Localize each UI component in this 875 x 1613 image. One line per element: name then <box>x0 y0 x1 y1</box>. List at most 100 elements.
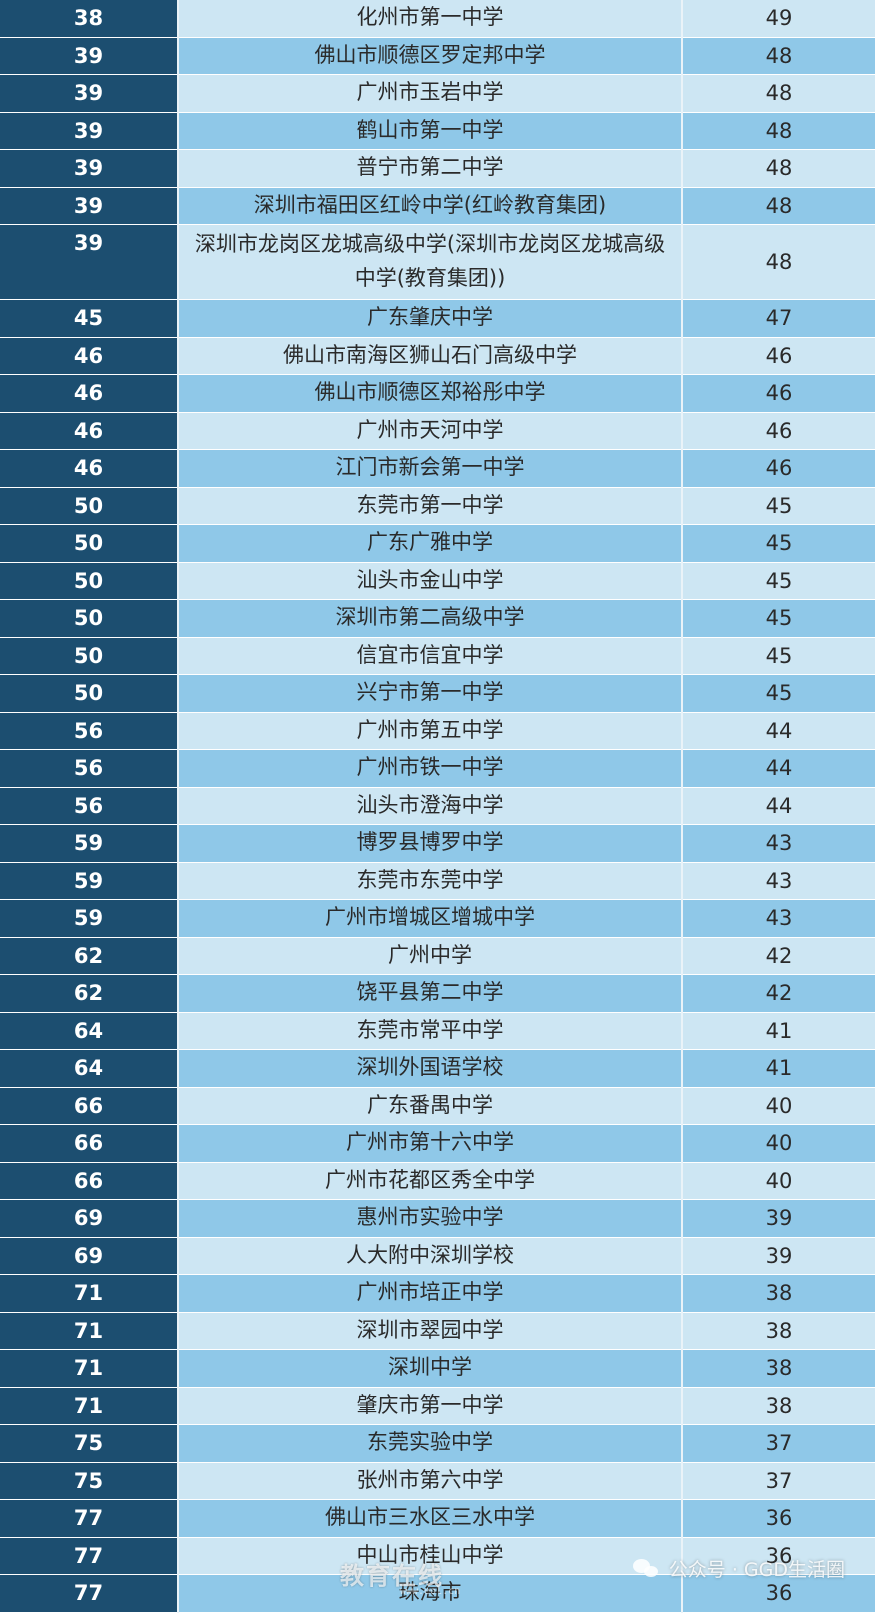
count-cell: 40 <box>683 1162 875 1200</box>
rank-cell: 59 <box>0 862 177 900</box>
count-cell: 49 <box>683 0 875 38</box>
rank-cell: 50 <box>0 600 177 638</box>
table-row: 59 博罗县博罗中学 43 <box>0 825 875 863</box>
rank-cell: 46 <box>0 337 177 375</box>
rank-cell: 77 <box>0 1575 177 1613</box>
table-row: 39 深圳市福田区红岭中学(红岭教育集团) 48 <box>0 187 875 225</box>
school-name-cell: 深圳市龙岗区龙城高级中学(深圳市龙岗区龙城高级中学(教育集团)) <box>179 225 681 300</box>
count-cell: 48 <box>683 37 875 75</box>
rank-cell: 69 <box>0 1237 177 1275</box>
school-name-cell: 深圳市第二高级中学 <box>179 600 681 638</box>
table-row: 39 佛山市顺德区罗定邦中学 48 <box>0 37 875 75</box>
school-name-cell: 广州市第五中学 <box>179 712 681 750</box>
school-name-cell: 惠州市实验中学 <box>179 1200 681 1238</box>
site-watermark-url: www.eol.cn <box>400 1586 461 1597</box>
table-row: 71 肇庆市第一中学 38 <box>0 1387 875 1425</box>
rank-cell: 69 <box>0 1200 177 1238</box>
table-row: 66 广州市花都区秀全中学 40 <box>0 1162 875 1200</box>
count-cell: 43 <box>683 862 875 900</box>
table-row: 46 广州市天河中学 46 <box>0 412 875 450</box>
count-cell: 38 <box>683 1387 875 1425</box>
count-cell: 48 <box>683 225 875 300</box>
count-cell: 43 <box>683 825 875 863</box>
school-name-cell: 广州市铁一中学 <box>179 750 681 788</box>
table-row: 62 饶平县第二中学 42 <box>0 975 875 1013</box>
rank-cell: 71 <box>0 1275 177 1313</box>
account-watermark: 公众号 · GGD生活圈 <box>632 1553 845 1583</box>
table-row: 59 广州市增城区增城中学 43 <box>0 900 875 938</box>
table-row: 56 广州市铁一中学 44 <box>0 750 875 788</box>
table-row: 38 化州市第一中学 49 <box>0 0 875 38</box>
table-row: 71 深圳中学 38 <box>0 1350 875 1388</box>
site-watermark-text: 教育在线 <box>340 1562 444 1590</box>
school-name-cell: 鹤山市第一中学 <box>179 112 681 150</box>
school-name-cell: 汕头市金山中学 <box>179 562 681 600</box>
school-name-cell: 广州市第十六中学 <box>179 1125 681 1163</box>
rank-cell: 39 <box>0 187 177 225</box>
rank-cell: 46 <box>0 412 177 450</box>
rank-cell: 71 <box>0 1312 177 1350</box>
rank-cell: 46 <box>0 375 177 413</box>
table-row: 77 佛山市三水区三水中学 36 <box>0 1500 875 1538</box>
school-name-cell: 东莞市东莞中学 <box>179 862 681 900</box>
count-cell: 43 <box>683 900 875 938</box>
table-row: 62 广州中学 42 <box>0 937 875 975</box>
table-row: 39 鹤山市第一中学 48 <box>0 112 875 150</box>
rank-cell: 39 <box>0 225 177 300</box>
count-cell: 46 <box>683 337 875 375</box>
count-cell: 48 <box>683 75 875 113</box>
table-row: 50 兴宁市第一中学 45 <box>0 675 875 713</box>
table-row: 64 东莞市常平中学 41 <box>0 1012 875 1050</box>
table-row: 66 广州市第十六中学 40 <box>0 1125 875 1163</box>
count-cell: 38 <box>683 1275 875 1313</box>
school-name-cell: 中山市桂山中学 <box>179 1537 681 1575</box>
rank-cell: 75 <box>0 1425 177 1463</box>
rank-cell: 66 <box>0 1087 177 1125</box>
school-name-cell: 东莞实验中学 <box>179 1425 681 1463</box>
school-name-cell: 化州市第一中学 <box>179 0 681 38</box>
school-name-cell: 广东肇庆中学 <box>179 300 681 338</box>
school-name-cell: 广东番禺中学 <box>179 1087 681 1125</box>
count-cell: 47 <box>683 300 875 338</box>
school-name-cell: 张州市第六中学 <box>179 1462 681 1500</box>
table-row: 39 广州市玉岩中学 48 <box>0 75 875 113</box>
rank-cell: 62 <box>0 937 177 975</box>
count-cell: 40 <box>683 1087 875 1125</box>
rank-cell: 64 <box>0 1050 177 1088</box>
count-cell: 38 <box>683 1312 875 1350</box>
rank-cell: 59 <box>0 825 177 863</box>
table-row: 71 广州市培正中学 38 <box>0 1275 875 1313</box>
rank-cell: 59 <box>0 900 177 938</box>
school-name-cell: 广东广雅中学 <box>179 525 681 563</box>
rank-cell: 50 <box>0 487 177 525</box>
rank-cell: 56 <box>0 787 177 825</box>
rank-cell: 77 <box>0 1500 177 1538</box>
count-cell: 41 <box>683 1012 875 1050</box>
table-row: 50 深圳市第二高级中学 45 <box>0 600 875 638</box>
rank-cell: 38 <box>0 0 177 38</box>
count-cell: 45 <box>683 487 875 525</box>
count-cell: 40 <box>683 1125 875 1163</box>
table-row: 50 信宜市信宜中学 45 <box>0 637 875 675</box>
count-cell: 39 <box>683 1237 875 1275</box>
school-name-cell: 信宜市信宜中学 <box>179 637 681 675</box>
school-name-cell: 江门市新会第一中学 <box>179 450 681 488</box>
rank-cell: 56 <box>0 712 177 750</box>
table-row: 75 东莞实验中学 37 <box>0 1425 875 1463</box>
count-cell: 48 <box>683 187 875 225</box>
rank-cell: 39 <box>0 112 177 150</box>
rank-cell: 56 <box>0 750 177 788</box>
account-watermark-text: 公众号 · GGD生活圈 <box>668 1558 845 1581</box>
school-name-cell: 普宁市第二中学 <box>179 150 681 188</box>
table-row: 69 惠州市实验中学 39 <box>0 1200 875 1238</box>
count-cell: 45 <box>683 562 875 600</box>
rank-cell: 50 <box>0 675 177 713</box>
rank-cell: 46 <box>0 450 177 488</box>
school-name-cell: 广州市天河中学 <box>179 412 681 450</box>
school-name-cell: 饶平县第二中学 <box>179 975 681 1013</box>
table-row: 46 佛山市顺德区郑裕彤中学 46 <box>0 375 875 413</box>
school-name-cell: 深圳市翠园中学 <box>179 1312 681 1350</box>
count-cell: 42 <box>683 975 875 1013</box>
rank-cell: 45 <box>0 300 177 338</box>
rank-cell: 71 <box>0 1387 177 1425</box>
